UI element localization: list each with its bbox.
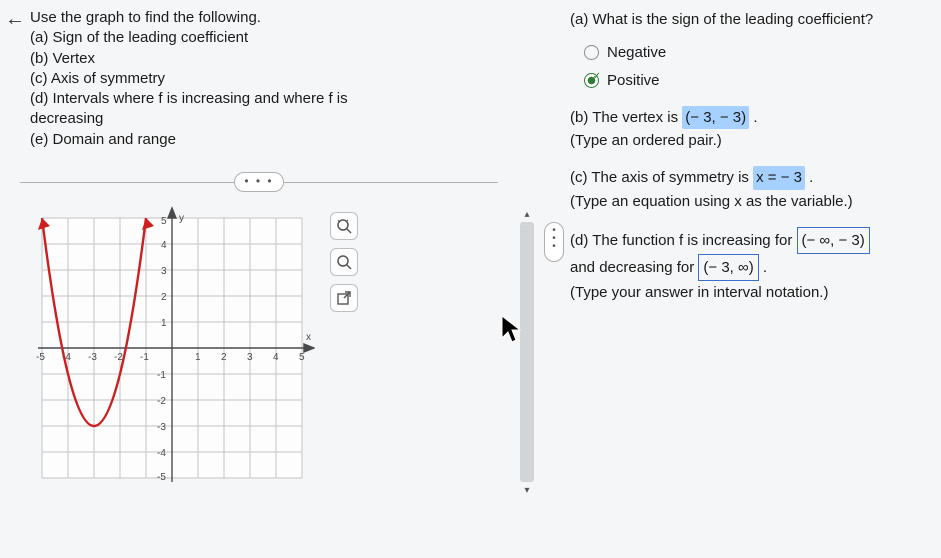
more-vertical-pill[interactable]: •••: [544, 222, 564, 262]
divider: • • •: [30, 172, 488, 192]
radio-negative-label: Negative: [607, 41, 666, 64]
svg-text:x: x: [306, 332, 311, 343]
question-a: (a) What is the sign of the leading coef…: [570, 8, 929, 31]
more-pill[interactable]: • • •: [234, 172, 284, 192]
svg-text:2: 2: [221, 352, 227, 363]
b-period: .: [753, 109, 757, 126]
d-hint: (Type your answer in interval notation.): [570, 284, 828, 301]
graph-toolbar: [330, 212, 358, 312]
svg-text:y: y: [179, 213, 184, 224]
prompt-intro: Use the graph to find the following.: [30, 8, 488, 28]
d-dec-input[interactable]: (− 3, ∞): [698, 254, 758, 281]
c-value-input[interactable]: x = − 3: [753, 166, 805, 189]
middle-column: ▴ ▾ •••: [500, 0, 566, 558]
svg-text:-3: -3: [88, 352, 97, 363]
svg-text:-1: -1: [140, 352, 149, 363]
b-hint: (Type an ordered pair.): [570, 132, 722, 149]
prompt-d2: decreasing: [30, 109, 488, 129]
scroll-up-icon[interactable]: ▴: [520, 208, 534, 222]
answer-c: (c) The axis of symmetry is x = − 3 . (T…: [570, 166, 929, 213]
svg-text:-4: -4: [157, 448, 166, 459]
svg-text:3: 3: [247, 352, 253, 363]
radio-positive[interactable]: [584, 73, 599, 88]
svg-text:-1: -1: [157, 370, 166, 381]
prompt-b: (b) Vertex: [30, 49, 488, 69]
radio-positive-label: Positive: [607, 69, 660, 92]
svg-text:-5: -5: [157, 472, 166, 483]
graph-area: -5 -4 -3 -2 -1 1 2 3 4 5 1 2 3 4 5 -1 -2: [30, 206, 330, 496]
svg-text:5: 5: [299, 352, 305, 363]
answer-d: (d) The function f is increasing for (− …: [570, 227, 929, 305]
scrollbar[interactable]: [520, 222, 534, 482]
radio-negative-row[interactable]: Negative: [584, 41, 929, 64]
question-panel: Use the graph to find the following. (a)…: [30, 0, 500, 558]
prompt-c: (c) Axis of symmetry: [30, 69, 488, 89]
svg-text:3: 3: [161, 266, 167, 277]
svg-text:-2: -2: [157, 396, 166, 407]
d-prefix: (d) The function f is increasing for: [570, 232, 797, 249]
svg-text:1: 1: [161, 318, 167, 329]
answer-panel: (a) What is the sign of the leading coef…: [566, 0, 941, 558]
svg-text:5: 5: [161, 216, 167, 227]
b-prefix: (b) The vertex is: [570, 109, 682, 126]
svg-text:2: 2: [161, 292, 167, 303]
radio-negative[interactable]: [584, 45, 599, 60]
scroll-down-icon[interactable]: ▾: [520, 484, 534, 498]
prompt-a: (a) Sign of the leading coefficient: [30, 28, 488, 48]
d-mid: and decreasing for: [570, 259, 698, 276]
zoom-reset-icon[interactable]: [330, 212, 358, 240]
svg-text:-3: -3: [157, 422, 166, 433]
svg-text:-5: -5: [36, 352, 45, 363]
svg-text:1: 1: [195, 352, 201, 363]
answer-b: (b) The vertex is (− 3, − 3) . (Type an …: [570, 106, 929, 153]
prompt-text: Use the graph to find the following. (a)…: [30, 8, 488, 150]
c-hint: (Type an equation using x as the variabl…: [570, 193, 853, 210]
b-value-input[interactable]: (− 3, − 3): [682, 106, 749, 129]
c-prefix: (c) The axis of symmetry is: [570, 169, 753, 186]
svg-text:4: 4: [273, 352, 279, 363]
prev-arrow-icon[interactable]: ←: [0, 8, 30, 31]
graph-svg: -5 -4 -3 -2 -1 1 2 3 4 5 1 2 3 4 5 -1 -2: [30, 206, 315, 486]
svg-text:4: 4: [161, 240, 167, 251]
d-period: .: [763, 259, 767, 276]
radio-positive-row[interactable]: Positive: [584, 69, 929, 92]
popout-icon[interactable]: [330, 284, 358, 312]
main-container: ← Use the graph to find the following. (…: [0, 0, 941, 558]
d-inc-input[interactable]: (− ∞, − 3): [797, 227, 870, 254]
left-margin: ←: [0, 0, 30, 558]
prompt-d: (d) Intervals where f is increasing and …: [30, 89, 488, 109]
q-a-text: (a) What is the sign of the leading coef…: [570, 11, 873, 28]
c-period: .: [809, 169, 813, 186]
prompt-e: (e) Domain and range: [30, 130, 488, 150]
zoom-in-icon[interactable]: [330, 248, 358, 276]
